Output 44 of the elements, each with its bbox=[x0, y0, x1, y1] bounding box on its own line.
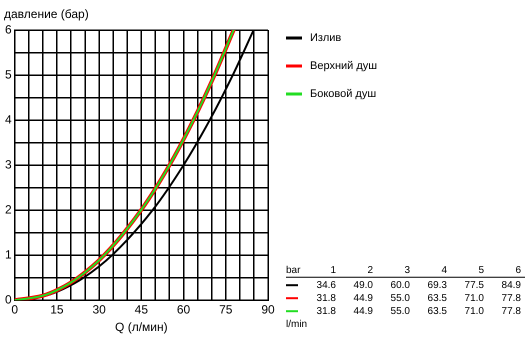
y-axis-title: давление (бар) bbox=[4, 7, 89, 21]
y-tick-label: 5 bbox=[4, 67, 12, 82]
text: 34.6 bbox=[316, 280, 336, 291]
y-tick-label: 3 bbox=[4, 157, 12, 172]
y-tick-label: 4 bbox=[4, 112, 12, 126]
x-tick-label: 30 bbox=[92, 302, 106, 317]
x-axis-title: Q (л/мин) bbox=[115, 320, 168, 334]
text: 2 bbox=[367, 264, 374, 276]
legend-label: Излив bbox=[310, 32, 342, 44]
text: 44.9 bbox=[354, 306, 374, 317]
text: 77.5 bbox=[464, 280, 484, 291]
y-tick-label: 0 bbox=[4, 292, 12, 307]
text: 3 bbox=[404, 264, 410, 276]
text: bar bbox=[286, 264, 302, 276]
text: 49.0 bbox=[354, 280, 374, 291]
x-tick-label: 90 bbox=[261, 302, 275, 317]
text: 77.8 bbox=[502, 306, 522, 317]
text: 6 bbox=[515, 264, 522, 276]
text: 55.0 bbox=[390, 292, 410, 304]
text: 71.0 bbox=[464, 306, 484, 317]
text: 1 bbox=[330, 264, 336, 276]
text: l/min bbox=[286, 318, 308, 330]
x-tick-label: 45 bbox=[134, 302, 148, 317]
y-tick-label: 6 bbox=[4, 22, 12, 36]
text: 63.5 bbox=[428, 292, 448, 304]
y-tick-label: 2 bbox=[4, 202, 12, 216]
x-tick-label: 15 bbox=[50, 302, 64, 317]
text: 55.0 bbox=[390, 306, 410, 317]
legend-label: Боковой душ bbox=[310, 88, 376, 100]
text: 4 bbox=[441, 264, 448, 276]
text: 84.9 bbox=[502, 280, 522, 291]
x-tick-label: 60 bbox=[176, 302, 191, 317]
text: 44.9 bbox=[354, 292, 374, 304]
text: 63.5 bbox=[428, 306, 448, 317]
text: 77.8 bbox=[502, 292, 522, 304]
text: 71.0 bbox=[464, 292, 484, 304]
x-tick-label: 75 bbox=[219, 302, 233, 317]
text: 31.8 bbox=[316, 306, 336, 317]
y-tick-label: 1 bbox=[4, 247, 12, 262]
text: 60.0 bbox=[390, 280, 410, 291]
legend-label: Верхний душ bbox=[310, 60, 378, 72]
text: 31.8 bbox=[316, 292, 336, 304]
text: 69.3 bbox=[428, 280, 448, 291]
text: 5 bbox=[478, 264, 484, 276]
